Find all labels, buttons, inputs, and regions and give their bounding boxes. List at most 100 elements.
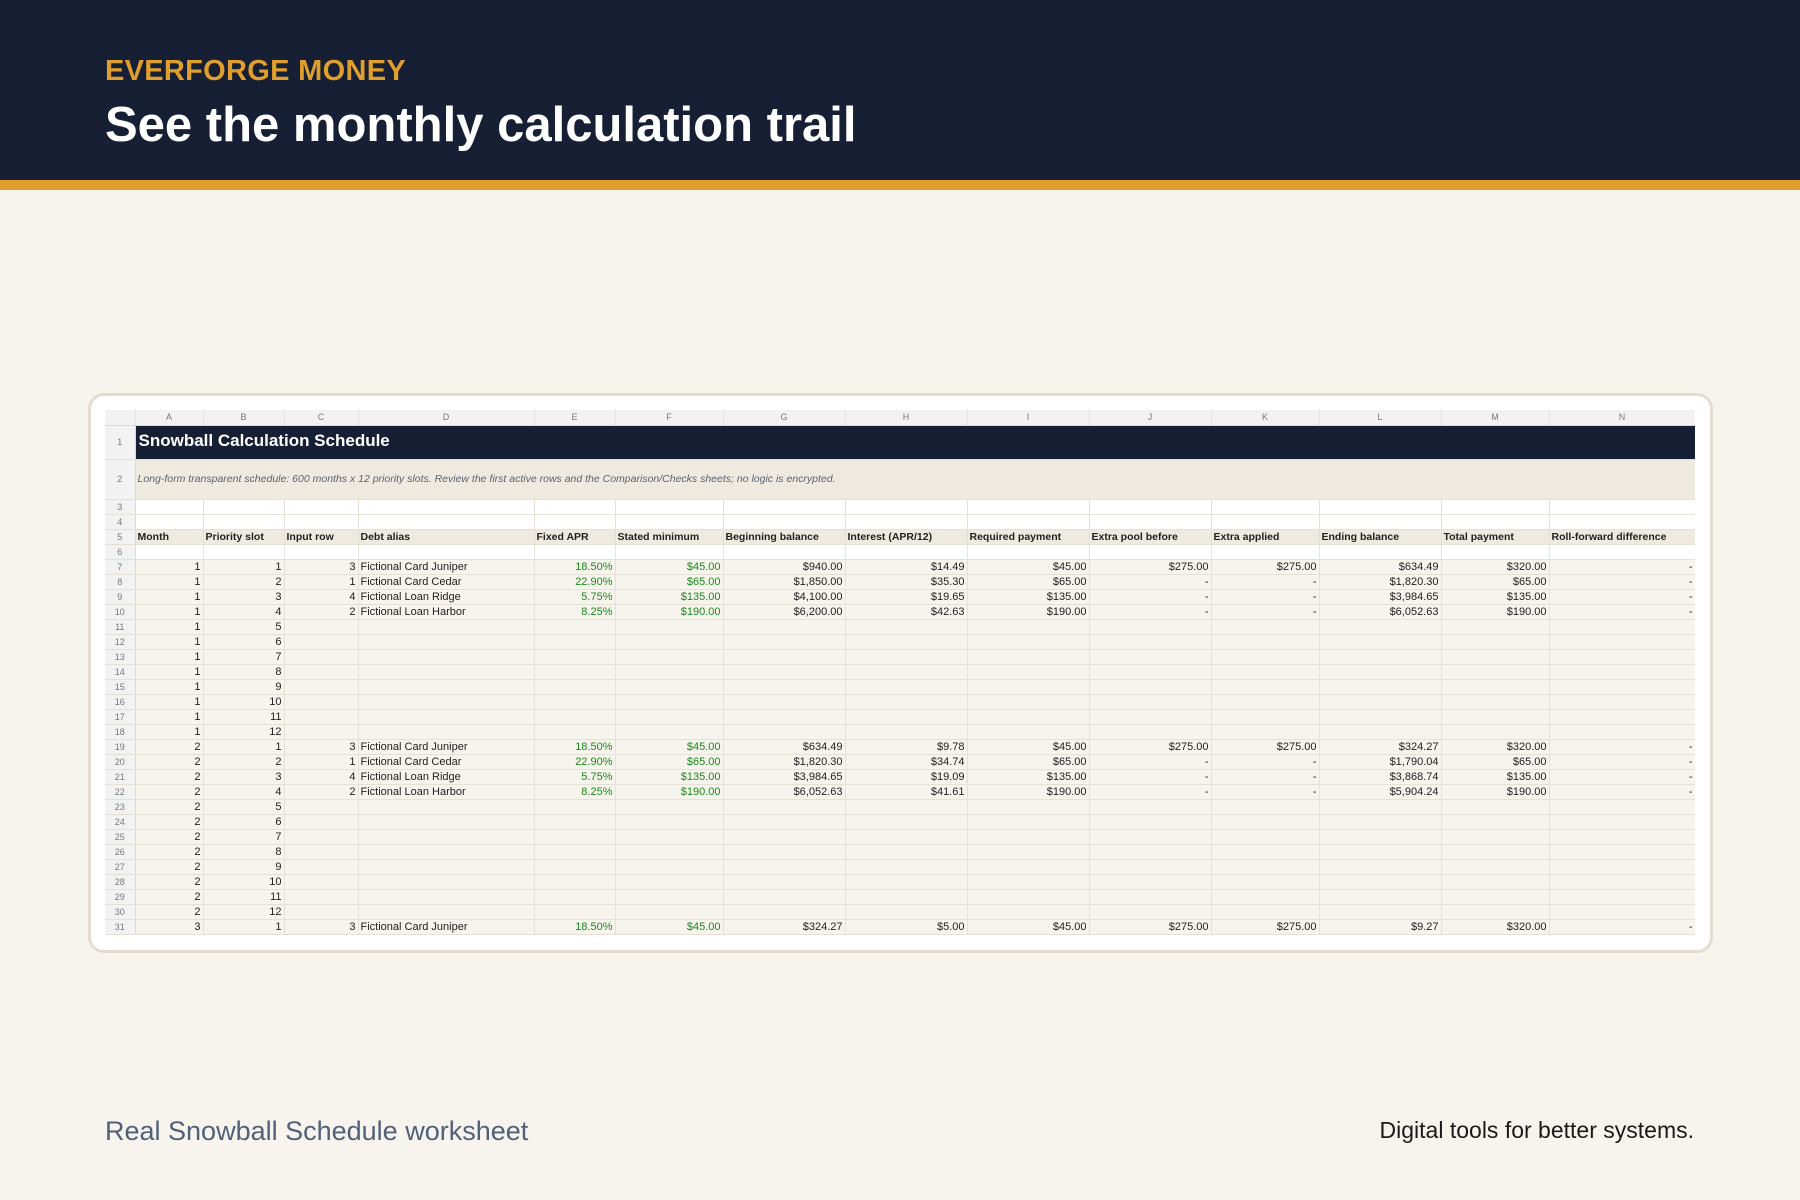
grid-cell[interactable]: $9.27 <box>1319 919 1442 935</box>
grid-cell[interactable]: 2 <box>135 874 204 890</box>
grid-cell[interactable]: 11 <box>203 709 285 725</box>
grid-cell[interactable]: $3,984.65 <box>723 769 846 785</box>
grid-cell[interactable]: $135.00 <box>615 769 724 785</box>
row-number[interactable]: 14 <box>105 664 136 680</box>
grid-cell[interactable] <box>1549 844 1695 860</box>
grid-cell[interactable]: 2 <box>135 904 204 920</box>
grid-cell[interactable] <box>1549 514 1695 530</box>
grid-cell[interactable] <box>1211 844 1320 860</box>
grid-cell[interactable]: Fictional Card Cedar <box>358 754 535 770</box>
grid-cell[interactable]: $135.00 <box>615 589 724 605</box>
grid-cell[interactable] <box>534 634 616 650</box>
row-number[interactable]: 31 <box>105 919 136 935</box>
grid-cell[interactable] <box>534 814 616 830</box>
row-number[interactable]: 29 <box>105 889 136 905</box>
grid-cell[interactable]: 10 <box>203 694 285 710</box>
row-number[interactable]: 10 <box>105 604 136 620</box>
grid-cell[interactable] <box>284 634 359 650</box>
grid-cell[interactable]: 1 <box>135 574 204 590</box>
grid-cell[interactable]: $1,820.30 <box>1319 574 1442 590</box>
grid-cell[interactable]: 3 <box>284 919 359 935</box>
grid-cell[interactable] <box>845 799 968 815</box>
grid-cell[interactable]: 7 <box>203 829 285 845</box>
grid-cell[interactable] <box>534 859 616 875</box>
field-header[interactable]: Total payment <box>1441 529 1550 545</box>
grid-cell[interactable]: 9 <box>203 679 285 695</box>
grid-cell[interactable] <box>358 499 535 515</box>
grid-cell[interactable] <box>1089 829 1212 845</box>
grid-cell[interactable] <box>1319 904 1442 920</box>
grid-cell[interactable] <box>1319 634 1442 650</box>
grid-cell[interactable]: - <box>1089 784 1212 800</box>
grid-cell[interactable] <box>723 859 846 875</box>
grid-cell[interactable] <box>284 889 359 905</box>
row-number[interactable]: 30 <box>105 904 136 920</box>
grid-cell[interactable] <box>358 544 535 560</box>
grid-cell[interactable] <box>615 904 724 920</box>
grid-cell[interactable] <box>967 904 1090 920</box>
grid-cell[interactable] <box>1211 634 1320 650</box>
grid-cell[interactable]: $9.78 <box>845 739 968 755</box>
grid-cell[interactable] <box>1211 724 1320 740</box>
grid-cell[interactable] <box>1549 649 1695 665</box>
grid-cell[interactable]: 1 <box>135 559 204 575</box>
grid-cell[interactable]: $190.00 <box>1441 784 1550 800</box>
grid-cell[interactable]: $1,820.30 <box>723 754 846 770</box>
grid-cell[interactable] <box>284 844 359 860</box>
grid-cell[interactable] <box>1549 829 1695 845</box>
grid-cell[interactable]: $65.00 <box>1441 754 1550 770</box>
grid-cell[interactable]: Fictional Card Juniper <box>358 559 535 575</box>
grid-cell[interactable] <box>845 664 968 680</box>
grid-cell[interactable]: $324.27 <box>1319 739 1442 755</box>
grid-cell[interactable] <box>967 514 1090 530</box>
grid-cell[interactable] <box>1211 814 1320 830</box>
column-header[interactable]: J <box>1089 410 1212 426</box>
grid-cell[interactable] <box>1211 679 1320 695</box>
grid-cell[interactable] <box>1319 709 1442 725</box>
column-header[interactable]: H <box>845 410 968 426</box>
column-header[interactable]: A <box>135 410 204 426</box>
grid-cell[interactable]: $275.00 <box>1089 559 1212 575</box>
grid-cell[interactable]: 1 <box>203 919 285 935</box>
grid-cell[interactable]: $45.00 <box>615 739 724 755</box>
grid-cell[interactable] <box>284 649 359 665</box>
grid-cell[interactable]: - <box>1089 589 1212 605</box>
grid-cell[interactable] <box>1319 544 1442 560</box>
grid-cell[interactable]: 11 <box>203 889 285 905</box>
grid-cell[interactable] <box>203 499 285 515</box>
grid-cell[interactable]: $45.00 <box>967 919 1090 935</box>
column-header[interactable]: G <box>723 410 846 426</box>
grid-cell[interactable]: 8.25% <box>534 604 616 620</box>
grid-cell[interactable] <box>135 544 204 560</box>
row-number[interactable]: 23 <box>105 799 136 815</box>
grid-cell[interactable] <box>723 874 846 890</box>
spreadsheet-view[interactable]: A B C D E F G H I J K L M N 1 Snowball Calculation Sche… <box>105 410 1695 935</box>
grid-cell[interactable]: $6,052.63 <box>723 784 846 800</box>
grid-cell[interactable] <box>1441 904 1550 920</box>
grid-cell[interactable] <box>1549 679 1695 695</box>
grid-cell[interactable] <box>358 889 535 905</box>
grid-cell[interactable] <box>615 619 724 635</box>
grid-cell[interactable] <box>845 649 968 665</box>
grid-cell[interactable]: - <box>1089 604 1212 620</box>
row-number[interactable]: 2 <box>105 459 136 500</box>
grid-cell[interactable] <box>845 724 968 740</box>
grid-cell[interactable] <box>723 664 846 680</box>
grid-cell[interactable] <box>534 679 616 695</box>
grid-cell[interactable] <box>723 829 846 845</box>
column-header[interactable]: B <box>203 410 285 426</box>
grid-cell[interactable] <box>615 514 724 530</box>
grid-cell[interactable]: $45.00 <box>615 559 724 575</box>
grid-cell[interactable] <box>1319 859 1442 875</box>
row-number[interactable]: 21 <box>105 769 136 785</box>
grid-cell[interactable]: - <box>1089 754 1212 770</box>
grid-cell[interactable] <box>1549 619 1695 635</box>
grid-cell[interactable] <box>723 619 846 635</box>
grid-cell[interactable]: - <box>1089 769 1212 785</box>
grid-cell[interactable]: - <box>1549 559 1695 575</box>
grid-cell[interactable]: $634.49 <box>723 739 846 755</box>
row-number[interactable]: 19 <box>105 739 136 755</box>
grid-cell[interactable]: $275.00 <box>1211 559 1320 575</box>
grid-cell[interactable] <box>284 544 359 560</box>
row-number[interactable]: 18 <box>105 724 136 740</box>
